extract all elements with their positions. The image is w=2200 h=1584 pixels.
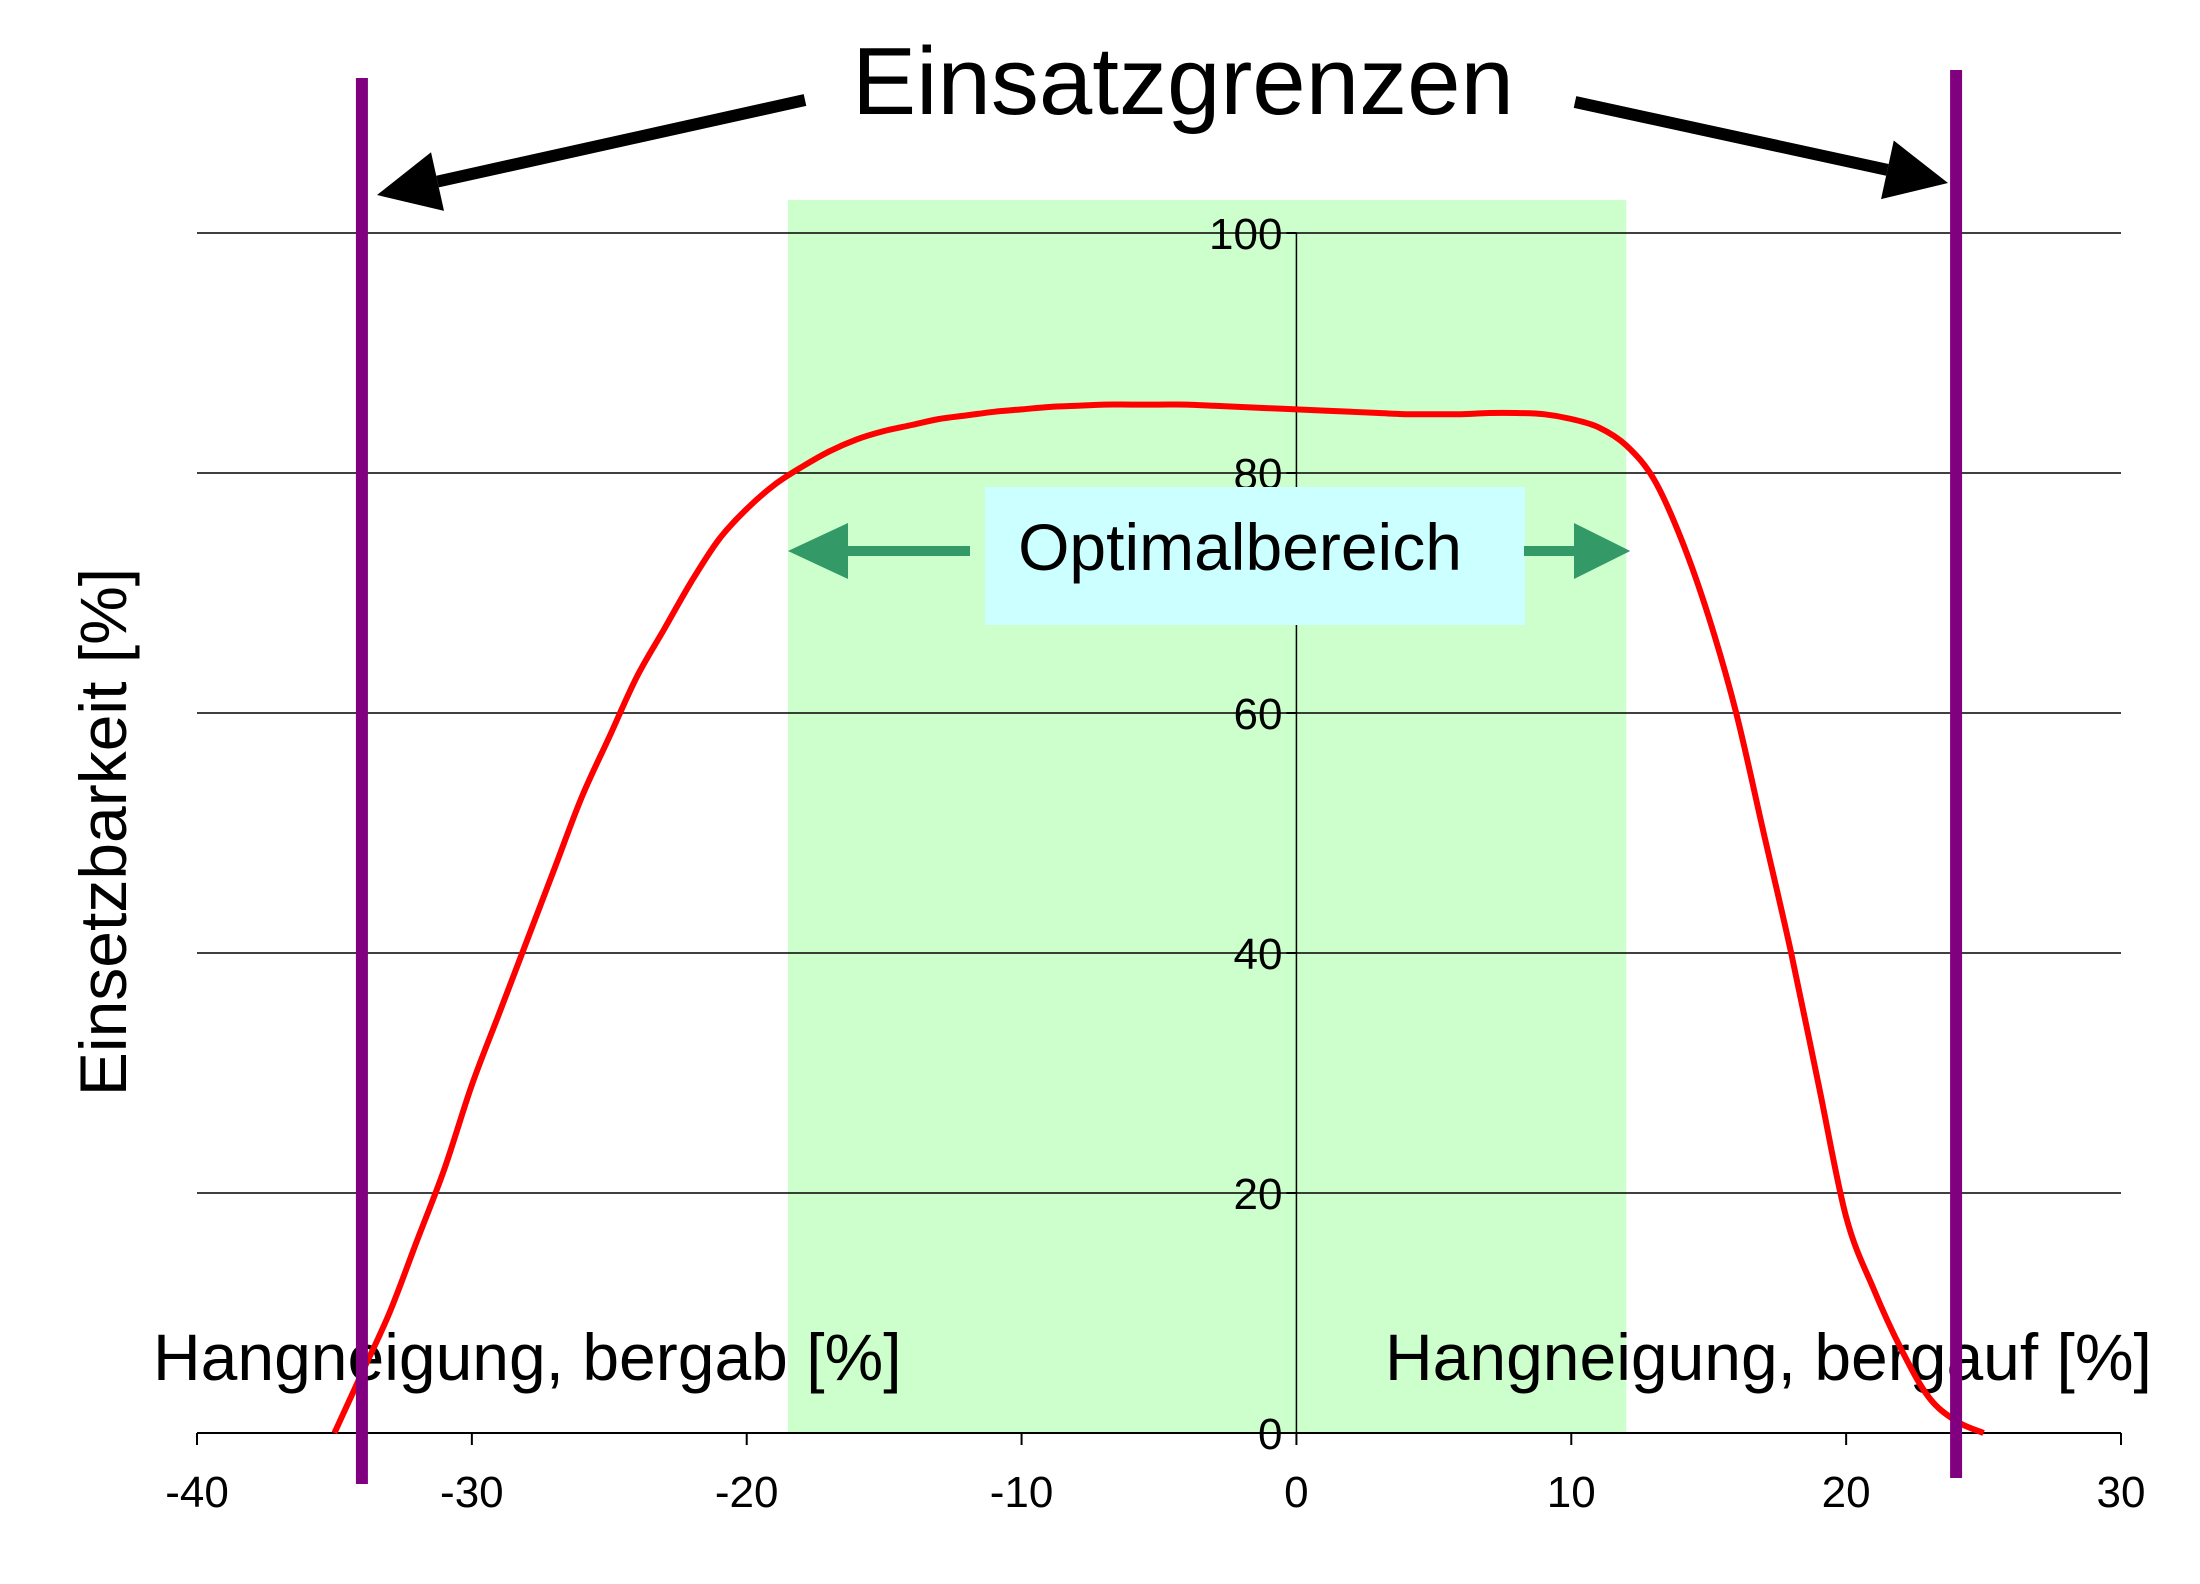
- optimal-range-label-box: [985, 487, 1525, 625]
- title-arrows: [377, 94, 1948, 211]
- x-axis-label-downhill: Hangneigung, bergab [%]: [153, 1320, 902, 1394]
- title-arrow-right-shaft: [1573, 96, 1889, 176]
- optimal-range-arrows: [787, 523, 1631, 579]
- x-tick-label: -40: [165, 1468, 229, 1517]
- grid-lines: [197, 232, 2121, 1194]
- y-tick-label: 100: [1209, 210, 1282, 259]
- x-tick-label: 20: [1822, 1468, 1871, 1517]
- axes: [196, 232, 2122, 1445]
- chart-title: Einsatzgrenzen: [852, 28, 1514, 135]
- x-tick-label: -10: [990, 1468, 1054, 1517]
- title-arrow-right-icon: [1881, 140, 1948, 200]
- title-arrow-left-shaft: [436, 94, 807, 188]
- series-line: [331, 401, 1985, 1436]
- y-tick-label: 20: [1233, 1170, 1282, 1219]
- y-axis-label: Einsetzbarkeit [%]: [66, 568, 140, 1096]
- x-axis-label-uphill: Hangneigung, bergauf [%]: [1385, 1320, 2152, 1394]
- x-tick-label: -30: [440, 1468, 504, 1517]
- arrow-right-icon: [1574, 523, 1631, 579]
- title-arrow-left-icon: [377, 152, 445, 211]
- arrow-left-icon: [787, 523, 848, 579]
- optimal-range-band: [787, 200, 1627, 1433]
- x-tick-label: 10: [1547, 1468, 1596, 1517]
- y-tick-label: 0: [1258, 1410, 1282, 1459]
- x-tick-labels: -40 -30 -20 -10 0 10 20 30: [165, 1468, 2145, 1517]
- y-tick-label: 40: [1233, 930, 1282, 979]
- x-tick-label: 30: [2097, 1468, 2146, 1517]
- x-tick-label: -20: [715, 1468, 779, 1517]
- optimal-range-label: Optimalbereich: [1018, 510, 1462, 584]
- x-tick-label: 0: [1284, 1468, 1308, 1517]
- y-tick-label: 60: [1233, 690, 1282, 739]
